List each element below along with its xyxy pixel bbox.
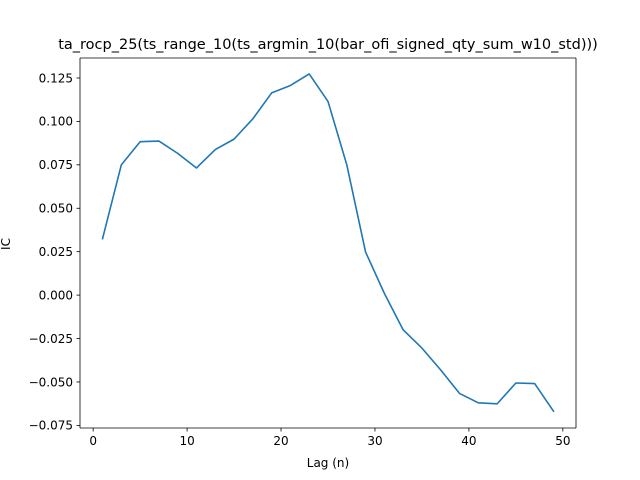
x-tick-label: 40 bbox=[461, 434, 476, 448]
x-tick-label: 50 bbox=[555, 434, 570, 448]
y-tick-label: −0.075 bbox=[29, 419, 73, 433]
x-axis-label: Lag (n) bbox=[307, 456, 349, 470]
y-tick-label: 0.000 bbox=[39, 288, 73, 302]
y-tick-label: 0.025 bbox=[39, 245, 73, 259]
x-tick-label: 10 bbox=[179, 434, 194, 448]
series-line-0 bbox=[101, 73, 555, 413]
y-axis-label: IC bbox=[0, 238, 13, 250]
plot-area: 0 10 20 30 40 50 −0.075 −0.050 −0.025 0.000 0.025 0… bbox=[29, 57, 577, 448]
x-tick-label: 30 bbox=[367, 434, 382, 448]
y-tick-label: 0.075 bbox=[39, 158, 73, 172]
x-tick-label: 0 bbox=[89, 434, 97, 448]
chart-title: ta_rocp_25(ts_range_10(ts_argmin_10(bar_… bbox=[58, 37, 598, 53]
y-tick-label: 0.050 bbox=[39, 202, 73, 216]
y-tick-label: 0.100 bbox=[39, 115, 73, 129]
y-tick-label: −0.025 bbox=[29, 332, 73, 346]
y-tick-label: −0.050 bbox=[29, 375, 73, 389]
x-tick-label: 20 bbox=[273, 434, 288, 448]
y-tick-label: 0.125 bbox=[39, 71, 73, 85]
